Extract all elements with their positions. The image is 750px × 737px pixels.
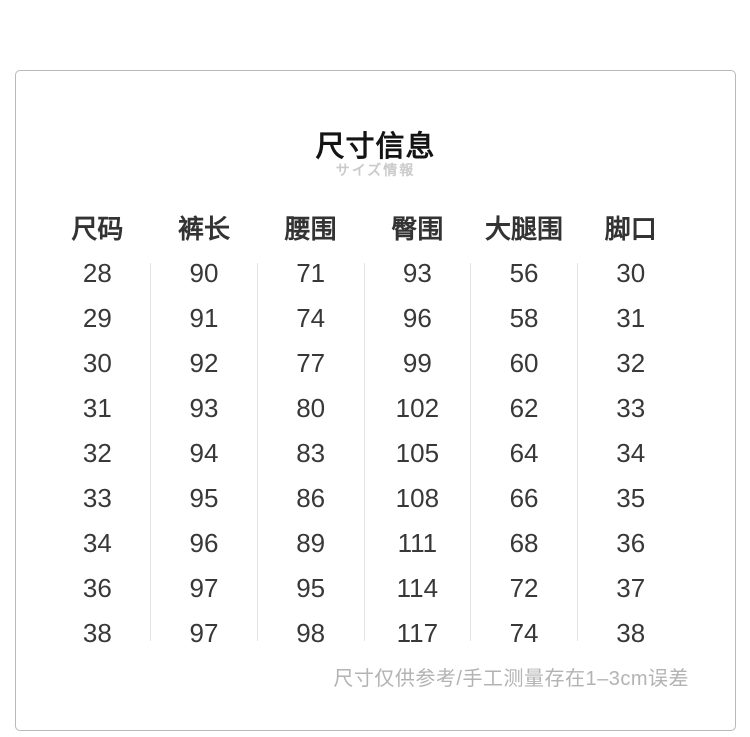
- table-header-row: 尺码 裤长 腰围 臀围 大腿围 脚口: [44, 204, 684, 251]
- table-cell: 72: [509, 573, 539, 603]
- column-divider: [257, 263, 258, 641]
- table-cell: 28: [82, 258, 112, 288]
- table-cell: 34: [616, 438, 646, 468]
- table-row: 30 92 77 99 60 32: [44, 341, 684, 386]
- table-cell: 35: [616, 483, 646, 513]
- table-cell: 89: [296, 528, 326, 558]
- table-cell: 111: [397, 528, 438, 558]
- column-divider: [577, 263, 578, 641]
- table-cell: 66: [509, 483, 539, 513]
- table-cell: 80: [296, 393, 326, 423]
- column-header-pant-length: 裤长: [178, 214, 231, 244]
- table-cell: 93: [189, 393, 219, 423]
- table-cell: 68: [509, 528, 539, 558]
- table-cell: 83: [296, 438, 326, 468]
- column-header-thigh: 大腿围: [485, 214, 564, 244]
- table-cell: 97: [189, 618, 219, 648]
- table-cell: 56: [509, 258, 539, 288]
- table-cell: 95: [189, 483, 219, 513]
- size-chart-subtitle-japanese: サイズ情報: [335, 162, 416, 178]
- table-row: 29 91 74 96 58 31: [44, 296, 684, 341]
- table-cell: 30: [616, 258, 646, 288]
- table-cell: 114: [396, 573, 439, 603]
- column-divider: [470, 263, 471, 641]
- size-info-card: 尺寸信息 サイズ情報 尺码 裤长 腰围 臀围 大腿围 脚口 28 90 71 9…: [15, 70, 736, 731]
- table-cell: 36: [82, 573, 112, 603]
- table-cell: 60: [509, 348, 539, 378]
- column-header-waist: 腰围: [284, 214, 337, 244]
- table-cell: 38: [82, 618, 112, 648]
- table-row: 36 97 95 114 72 37: [44, 566, 684, 611]
- table-cell: 91: [189, 303, 219, 333]
- column-divider: [364, 263, 365, 641]
- table-cell: 94: [189, 438, 219, 468]
- table-row: 31 93 80 102 62 33: [44, 386, 684, 431]
- table-cell: 86: [296, 483, 326, 513]
- table-cell: 99: [402, 348, 432, 378]
- table-cell: 34: [82, 528, 112, 558]
- table-cell: 62: [509, 393, 539, 423]
- table-cell: 64: [509, 438, 539, 468]
- table-cell: 31: [82, 393, 112, 423]
- table-cell: 37: [616, 573, 646, 603]
- table-cell: 32: [82, 438, 112, 468]
- column-header-leg-opening: 脚口: [604, 214, 657, 244]
- size-chart-title: 尺寸信息: [315, 131, 436, 163]
- table-cell: 97: [189, 573, 219, 603]
- table-cell: 32: [616, 348, 646, 378]
- table-cell: 38: [616, 618, 646, 648]
- table-row: 33 95 86 108 66 35: [44, 476, 684, 521]
- table-cell: 71: [296, 258, 326, 288]
- table-cell: 98: [296, 618, 326, 648]
- table-cell: 30: [82, 348, 112, 378]
- table-cell: 93: [402, 258, 432, 288]
- table-cell: 90: [189, 258, 219, 288]
- table-cell: 29: [82, 303, 112, 333]
- column-header-size: 尺码: [71, 214, 124, 244]
- table-cell: 31: [616, 303, 646, 333]
- table-cell: 33: [616, 393, 646, 423]
- table-cell: 92: [189, 348, 219, 378]
- table-cell: 33: [82, 483, 112, 513]
- table-cell: 96: [402, 303, 432, 333]
- table-cell: 74: [296, 303, 326, 333]
- table-row: 32 94 83 105 64 34: [44, 431, 684, 476]
- table-cell: 96: [189, 528, 219, 558]
- table-row: 34 96 89 111 68 36: [44, 521, 684, 566]
- table-cell: 105: [395, 438, 440, 468]
- table-cell: 102: [395, 393, 440, 423]
- size-table: 尺码 裤长 腰围 臀围 大腿围 脚口 28 90 71 93 56 30 29 …: [44, 204, 684, 656]
- column-header-hip: 臀围: [391, 214, 444, 244]
- column-divider: [150, 263, 151, 641]
- measurement-disclaimer: 尺寸仅供参考/手工测量存在1–3cm误差: [333, 668, 689, 690]
- table-cell: 77: [296, 348, 326, 378]
- table-cell: 95: [296, 573, 326, 603]
- table-row: 28 90 71 93 56 30: [44, 251, 684, 296]
- table-row: 38 97 98 117 74 38: [44, 611, 684, 656]
- table-cell: 36: [616, 528, 646, 558]
- table-cell: 74: [509, 618, 539, 648]
- table-cell: 108: [395, 483, 440, 513]
- table-cell: 117: [396, 618, 439, 648]
- table-cell: 58: [509, 303, 539, 333]
